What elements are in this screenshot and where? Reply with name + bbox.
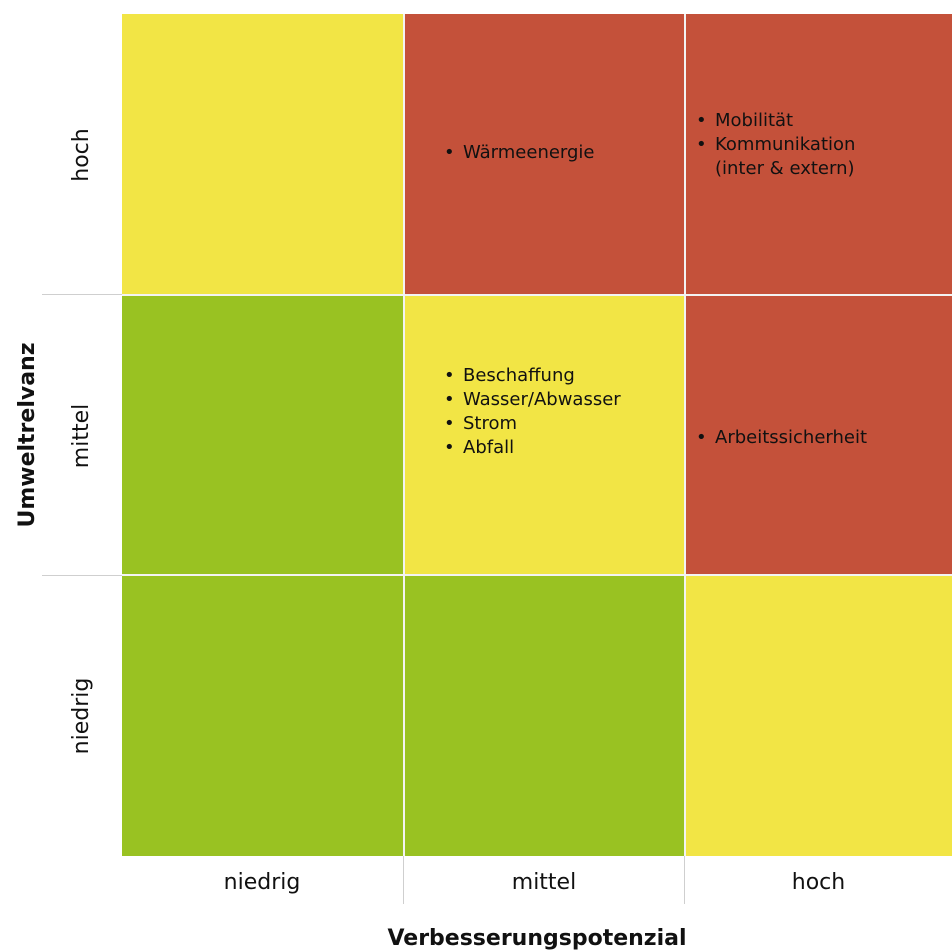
row-label-mittel: mittel: [69, 403, 94, 469]
grid-divider: [122, 574, 952, 576]
list-item: Wasser/Abwasser: [444, 388, 621, 412]
cell-item-list: Wärmeenergie: [444, 141, 595, 165]
cell-mittel-niedrig: [122, 295, 404, 575]
list-item: Mobilität: [696, 109, 855, 133]
cell-mittel-hoch: Arbeitssicherheit: [685, 295, 952, 575]
y-axis-title: Umweltrelvanz: [15, 342, 40, 528]
cell-mittel-mittel: Beschaffung Wasser/Abwasser Strom Abfall: [404, 295, 685, 575]
list-item: Wärmeenergie: [444, 141, 595, 165]
cell-niedrig-mittel: [404, 575, 685, 856]
list-item: Kommunikation: [696, 133, 855, 157]
list-item-continuation: (inter & extern): [715, 158, 855, 179]
list-item: Arbeitssicherheit: [696, 426, 867, 450]
x-axis-title: Verbesserungspotenzial: [387, 926, 687, 951]
row-separator-tick: [42, 575, 122, 576]
cell-niedrig-hoch: [685, 575, 952, 856]
row-separator-tick: [42, 294, 122, 295]
cell-hoch-mittel: Wärmeenergie: [404, 14, 685, 295]
list-item: Strom: [444, 412, 621, 436]
column-separator-tick: [403, 856, 404, 904]
row-label-niedrig: niedrig: [69, 677, 94, 755]
cell-hoch-hoch: Mobilität Kommunikation (inter & extern): [685, 14, 952, 295]
list-item: Beschaffung: [444, 364, 621, 388]
cell-item-list: Mobilität Kommunikation (inter & extern): [696, 109, 855, 181]
column-label-mittel: mittel: [511, 870, 577, 895]
column-label-hoch: hoch: [791, 870, 846, 895]
grid-divider: [403, 14, 405, 856]
cell-item-list: Beschaffung Wasser/Abwasser Strom Abfall: [444, 364, 621, 460]
cell-niedrig-niedrig: [122, 575, 404, 856]
list-item: Abfall: [444, 436, 621, 460]
priority-matrix: Wärmeenergie Mobilität Kommunikation (in…: [122, 14, 952, 856]
column-separator-tick: [684, 856, 685, 904]
grid-divider: [122, 294, 952, 296]
row-label-hoch: hoch: [69, 128, 94, 182]
column-label-niedrig: niedrig: [223, 870, 301, 895]
grid-divider: [684, 14, 686, 856]
cell-item-list: Arbeitssicherheit: [696, 426, 867, 450]
cell-hoch-niedrig: [122, 14, 404, 295]
